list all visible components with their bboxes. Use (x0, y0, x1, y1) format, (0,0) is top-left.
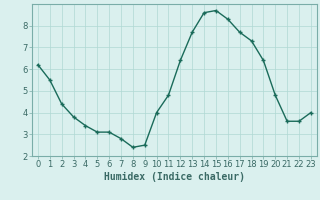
X-axis label: Humidex (Indice chaleur): Humidex (Indice chaleur) (104, 172, 245, 182)
